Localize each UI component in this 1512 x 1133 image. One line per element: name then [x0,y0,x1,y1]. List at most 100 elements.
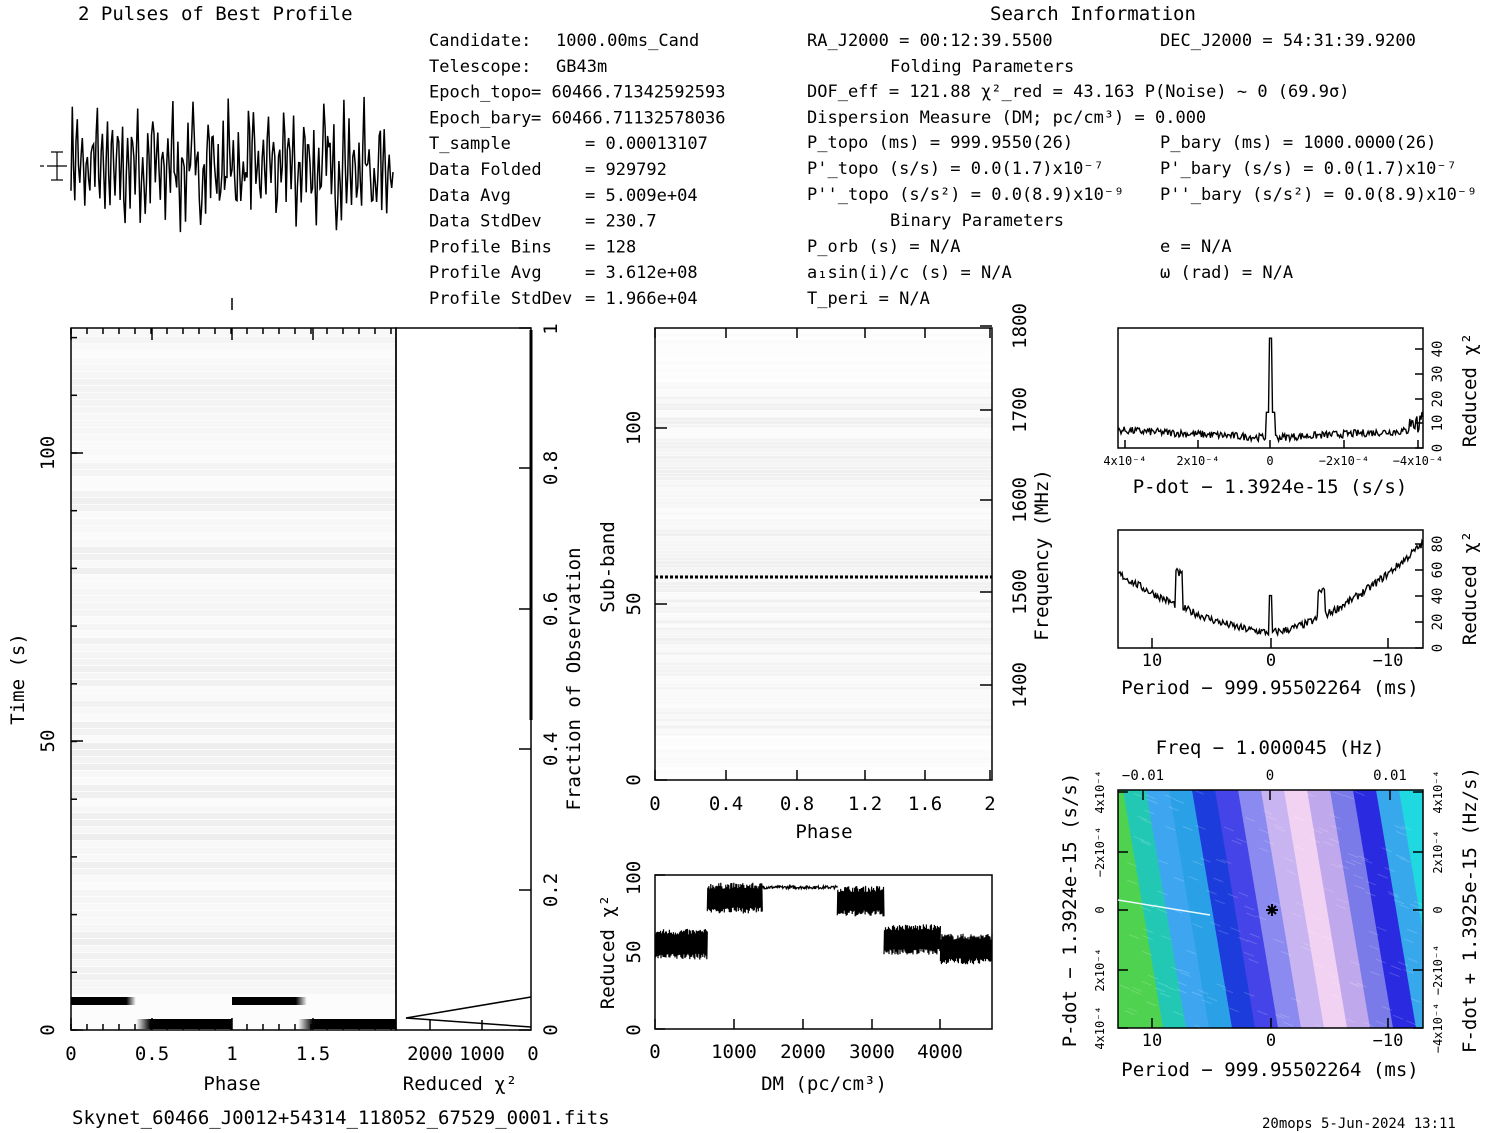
pp-texture [1312,828,1323,834]
pp-texture [1173,1011,1184,1016]
pp-texture [1318,827,1329,833]
tp-row [71,589,396,595]
pp-texture [1144,809,1155,815]
pp-texture [1216,983,1227,989]
tp-row [71,512,396,518]
sb-row [655,739,992,743]
sb-row [655,571,992,575]
pp-texture [1354,884,1365,890]
sb-y2tick-4: 1800 [1009,303,1031,349]
pp-texture [1313,962,1324,968]
sb-row [655,701,992,704]
sb-row [655,547,992,550]
sb-row [655,526,992,529]
tp-row [71,799,396,805]
tp-row [71,771,396,777]
cand-value: = 60466.71132578036 [531,108,725,128]
sb-xtick-1: 0.4 [709,793,743,815]
tc-ytick-1: 0.2 [540,873,562,907]
dm-chi2-plot: 0 1000 2000 3000 4000 DM (pc/cm³) 0 50 1… [597,861,993,1095]
pe-ytick-3: 60 [1430,562,1446,579]
tp-row [71,337,396,343]
tc-xtick-0: 2000 [407,1043,453,1065]
pp-texture [1249,933,1260,939]
sb-row [655,617,992,620]
folding-params-title: Folding Parameters [890,57,1074,77]
tp-row [71,715,396,721]
tp-row [71,575,396,581]
pp-texture [1130,989,1141,995]
candidate-info: Candidate: 1000.00ms_Cand Telescope: GB43m E… [429,31,725,309]
pp-texture [1159,992,1171,998]
tp-row [71,582,396,588]
pp-texture [1345,1018,1356,1024]
sb-row [655,620,992,624]
pe-ytick-1: 20 [1430,614,1446,631]
tp-row [71,617,396,623]
pp-texture [1264,840,1275,846]
period-chi2-curve [1117,538,1424,638]
pp-texture [1173,876,1185,882]
sb-row [655,375,992,379]
pp-texture [1140,906,1152,912]
sb-row [655,480,992,484]
pd-bary: P'_bary (s/s) = 0.0(1.7)x10⁻⁷ [1160,159,1457,179]
pp-texture [1238,936,1249,942]
pp-x2tick-1: 0 [1266,768,1274,784]
pp-texture [1222,988,1234,994]
pd-ytick-1: 10 [1430,415,1446,432]
tp-row [71,729,396,735]
tp-row [71,932,396,938]
pp-texture [1336,898,1347,904]
dm-xtick-0: 0 [649,1041,660,1063]
pp-texture [1126,861,1138,867]
sb-row [655,491,992,494]
pp-texture [1375,1020,1386,1026]
cand-value: = 230.7 [585,212,657,232]
a1-sini: a₁sin(i)/c (s) = N/A [807,263,1012,283]
pd-xtick-1: 2x10⁻⁴ [1176,454,1219,468]
dm-segment [883,924,941,955]
best-fit-star-icon [1266,904,1278,916]
pp-xtick-1: 0 [1266,1031,1276,1051]
pp-band [1169,790,1233,1028]
dm-ylabel: Reduced χ² [597,895,619,1009]
cand-label: Candidate: [429,31,531,51]
cand-value: = 3.612e+08 [585,263,698,283]
tp-row [71,463,396,469]
pe-ytick-4: 80 [1430,536,1446,553]
pp-texture [1329,993,1341,999]
pp-texture [1349,960,1361,966]
sb-row [655,428,992,431]
pp-band [1307,790,1371,1028]
pp-texture [1258,847,1269,853]
sb-ytick-0: 0 [623,774,645,785]
pp-texture [1294,901,1306,907]
binary-params-title: Binary Parameters [890,211,1064,231]
pp-texture [1381,847,1392,853]
pdot-chi2-curve [1117,337,1424,444]
tp-row [71,386,396,392]
pp-band [1215,790,1279,1028]
sb-row [655,414,992,417]
cand-value: = 60466.71342592593 [531,83,725,103]
pp-texture [1362,858,1373,864]
error-bar-icon [40,151,67,181]
p-orb: P_orb (s) = N/A [807,237,961,257]
sb-row [655,771,992,774]
pp-texture [1157,890,1168,896]
tp-row [71,428,396,434]
tc-ylabel: Fraction of Observation [563,547,585,810]
pp-ytick-0: 4x10⁻⁴ [1093,1006,1107,1049]
sb-row [655,452,992,456]
pp-texture [1344,860,1356,866]
tp-xtick-0: 0 [65,1043,76,1065]
pp-texture [1258,828,1270,834]
pp-texture [1375,958,1387,964]
sb-row [655,659,992,662]
tp-row [71,960,396,966]
pp-texture [1223,826,1235,832]
tp-row [71,533,396,539]
tp-row [71,981,396,987]
tp-row [71,687,396,693]
